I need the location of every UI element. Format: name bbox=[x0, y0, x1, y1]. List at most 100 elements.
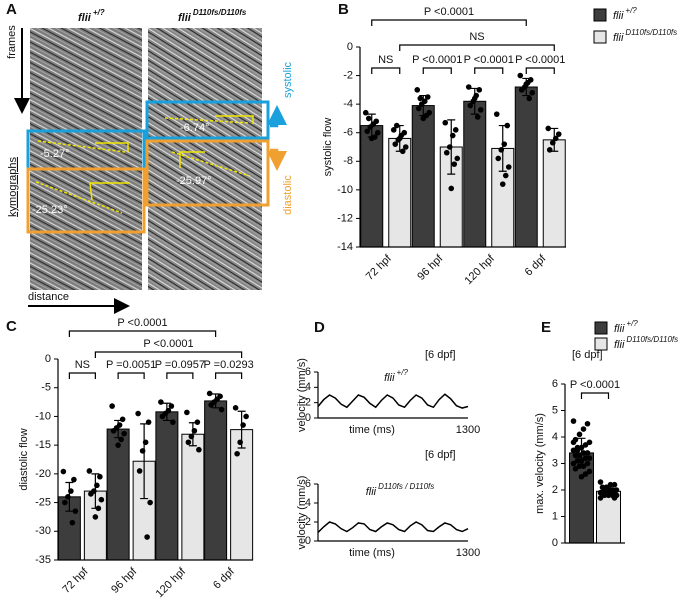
significance-label: P <0.0001 bbox=[412, 54, 462, 66]
y-tick-label: -14 bbox=[337, 241, 353, 253]
error-bar bbox=[91, 473, 100, 509]
significance-bracket bbox=[215, 372, 243, 379]
data-point bbox=[97, 473, 103, 480]
y-tick-label: -4 bbox=[343, 98, 353, 110]
arrow bbox=[267, 148, 287, 171]
x-tick-label: 1300 bbox=[456, 424, 480, 436]
panel-label: D bbox=[314, 319, 325, 336]
data-point bbox=[234, 450, 240, 457]
velocity-trace bbox=[317, 521, 469, 533]
panel-label: C bbox=[6, 318, 17, 335]
significance-label: P =0.0293 bbox=[203, 359, 253, 371]
data-point bbox=[365, 115, 372, 122]
panel-label: E bbox=[541, 319, 551, 336]
bar bbox=[204, 400, 228, 561]
y-tick-label: -10 bbox=[35, 410, 51, 422]
x-tick-label: 96 hpf bbox=[415, 252, 446, 283]
phase-label: systolic bbox=[282, 61, 294, 98]
legend-swatch bbox=[593, 30, 607, 44]
significance-bracket bbox=[117, 372, 145, 379]
error-bar bbox=[604, 485, 613, 497]
data-point bbox=[119, 416, 126, 423]
y-tick-label: -5 bbox=[41, 382, 51, 394]
plot-title-part: +/? bbox=[397, 368, 409, 377]
legend-label: flii +/? bbox=[613, 6, 637, 22]
data-point bbox=[71, 476, 77, 483]
legend-label: flii +/? bbox=[614, 319, 638, 335]
legend-label: flii D110fs/D110fs bbox=[613, 28, 677, 44]
bar bbox=[463, 100, 487, 248]
significance-label: NS bbox=[378, 54, 393, 66]
significance-label: P <0.0001 bbox=[143, 338, 193, 350]
data-point bbox=[474, 114, 481, 120]
angle-label: -6.74° bbox=[180, 122, 209, 134]
data-point bbox=[402, 144, 409, 150]
y-tick-label: 0 bbox=[305, 412, 311, 424]
significance-bracket bbox=[399, 44, 555, 51]
significance-label: P <0.0001 bbox=[464, 54, 514, 66]
data-point bbox=[115, 442, 121, 448]
data-point bbox=[168, 403, 175, 409]
data-point bbox=[442, 119, 449, 126]
significance-bracket bbox=[422, 67, 452, 74]
significance-label: P =0.0051 bbox=[106, 359, 156, 371]
data-point bbox=[390, 127, 397, 133]
bar bbox=[388, 137, 412, 248]
y-tick-label: -8 bbox=[343, 155, 353, 167]
data-point bbox=[505, 164, 512, 170]
kymograph-panel: A flii +/? flii D110fs/D110fs frames kymog… bbox=[6, 1, 294, 314]
legend-label-part: +/? bbox=[625, 6, 637, 15]
data-point bbox=[448, 185, 455, 192]
data-point bbox=[495, 155, 502, 162]
plot-title-part: flii bbox=[384, 372, 395, 384]
data-point bbox=[206, 390, 213, 397]
bar bbox=[514, 86, 538, 248]
data-point bbox=[392, 141, 399, 147]
legend-label-part: D110fs/D110fs bbox=[626, 335, 678, 344]
data-point bbox=[136, 468, 143, 474]
y-tick-label: 6 bbox=[305, 366, 311, 378]
y-tick-label: -20 bbox=[35, 468, 51, 480]
y-tick-label: 2 bbox=[305, 397, 311, 409]
significance-bracket bbox=[166, 372, 194, 379]
legend-swatch bbox=[594, 321, 608, 335]
y-tick-label: 0 bbox=[45, 353, 51, 365]
error-bar bbox=[114, 419, 123, 439]
significance-label: P =0.0957 bbox=[155, 359, 205, 371]
diastolic-box bbox=[145, 139, 270, 207]
bar bbox=[411, 105, 435, 248]
annotation: [6 dpf] bbox=[425, 349, 456, 361]
data-point bbox=[170, 419, 176, 425]
x-tick-label: 96 hpf bbox=[109, 565, 140, 596]
error-bar bbox=[162, 402, 171, 422]
y-tick-label: 6 bbox=[552, 378, 558, 390]
data-point bbox=[570, 460, 577, 467]
x-tick-label: 120 hpf bbox=[154, 565, 189, 600]
data-point bbox=[529, 89, 536, 96]
data-point bbox=[92, 514, 99, 520]
y-tick-label: -25 bbox=[35, 496, 51, 508]
bar bbox=[542, 139, 566, 248]
y-tick-label: 0 bbox=[305, 535, 311, 547]
error-bar bbox=[65, 481, 74, 512]
significance-bracket bbox=[68, 372, 96, 379]
x-axis-label: time (ms) bbox=[349, 547, 395, 559]
data-point bbox=[502, 172, 509, 179]
y-tick-label: -35 bbox=[35, 554, 51, 566]
error-bar bbox=[367, 113, 376, 138]
data-point bbox=[72, 508, 79, 514]
legend-label-part: flii bbox=[613, 32, 624, 44]
x-tick-label: 6 dpf bbox=[523, 252, 549, 278]
kymo-title-part: D110fs/D110fs bbox=[193, 8, 247, 17]
velocity-trace bbox=[317, 393, 469, 409]
data-point bbox=[586, 455, 593, 462]
arrow bbox=[267, 105, 287, 128]
data-point bbox=[517, 72, 524, 79]
legend-label-part: +/? bbox=[626, 319, 638, 328]
y-tick-label: -30 bbox=[35, 525, 51, 537]
data-point bbox=[218, 406, 225, 413]
data-point bbox=[443, 149, 450, 156]
error-bar bbox=[188, 422, 197, 447]
kymo-title: flii +/? bbox=[78, 8, 105, 24]
error-bar bbox=[237, 410, 246, 449]
